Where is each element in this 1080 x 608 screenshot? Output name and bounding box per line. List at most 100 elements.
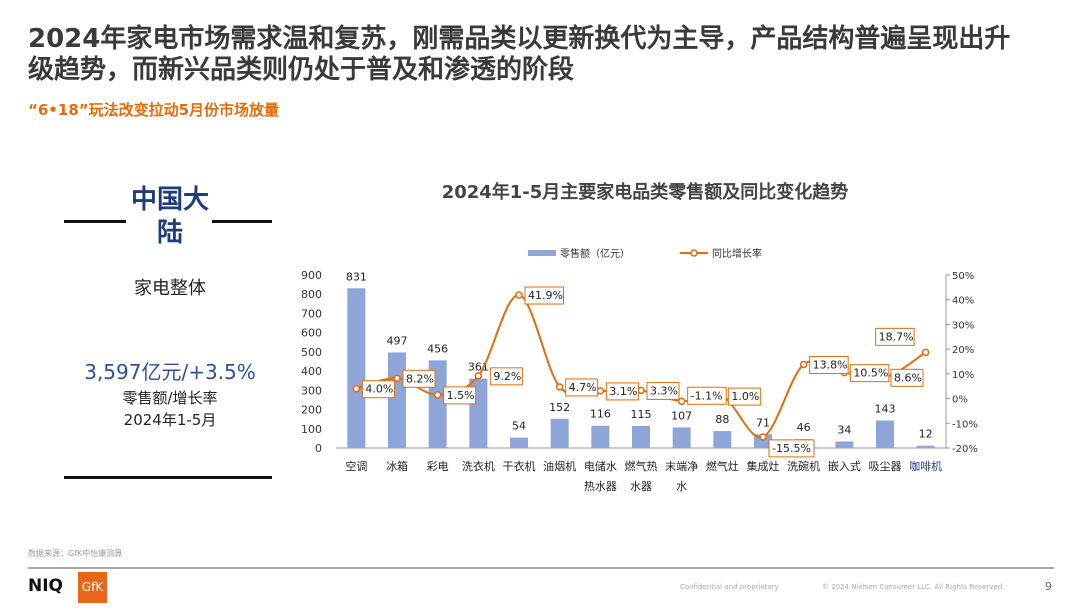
line-data-label-box bbox=[849, 364, 890, 383]
category-tick-label: 吸尘器 bbox=[869, 460, 902, 473]
line-data-label-box bbox=[768, 439, 815, 458]
line-data-label-box bbox=[565, 378, 599, 397]
bar bbox=[388, 352, 406, 448]
divider bbox=[64, 220, 126, 223]
category-tick-label: 咖啡机 bbox=[909, 459, 942, 473]
category-tick-label: 洗碗机 bbox=[787, 459, 820, 473]
line-data-label: 4.0% bbox=[365, 383, 393, 396]
bar bbox=[550, 418, 569, 448]
line-data-label: 1.5% bbox=[447, 389, 475, 402]
legend-bar-swatch bbox=[528, 250, 556, 256]
line-data-label-box bbox=[687, 386, 727, 405]
line-data-label: 18.7% bbox=[879, 330, 914, 343]
bar-data-label: 143 bbox=[875, 403, 896, 416]
bar bbox=[713, 431, 732, 448]
bar-data-label: 497 bbox=[387, 334, 408, 347]
legend-bar-label: 零售额（亿元） bbox=[560, 247, 630, 260]
category-tick-label: 空调 bbox=[345, 459, 367, 473]
category-tick-label: 嵌入式 bbox=[828, 460, 861, 473]
bar bbox=[591, 425, 610, 448]
category-tick-label: 油烟机 bbox=[543, 459, 576, 473]
category-tick-label: 水 bbox=[676, 480, 687, 493]
category-tick-label: 热水器 bbox=[584, 480, 617, 493]
y-right-tick-label: -10% bbox=[952, 419, 978, 430]
bar bbox=[347, 288, 366, 448]
gfk-logo: GfK bbox=[78, 572, 107, 603]
y-left-tick-label: 0 bbox=[315, 442, 322, 455]
bar bbox=[672, 427, 691, 448]
niq-logo: NIQ bbox=[28, 576, 64, 596]
bar bbox=[876, 420, 894, 448]
line-marker bbox=[352, 384, 361, 393]
line-data-label: 13.8% bbox=[813, 358, 848, 371]
legend-line-label: 同比增长率 bbox=[712, 247, 762, 260]
line-data-label: -15.5% bbox=[772, 442, 811, 455]
value-label: 零售额/增长率 bbox=[122, 389, 218, 407]
y-left-tick-label: 300 bbox=[301, 384, 322, 397]
line-data-label-box bbox=[646, 381, 680, 400]
bar-data-label: 88 bbox=[715, 413, 729, 426]
y-right-tick-label: -20% bbox=[952, 444, 978, 455]
y-left-tick-label: 900 bbox=[301, 269, 322, 282]
chart-title: 2024年1-5月主要家电品类零售额及同比变化趋势 bbox=[441, 182, 849, 203]
divider bbox=[64, 476, 272, 479]
category-tick-label: 冰箱 bbox=[386, 459, 408, 473]
bar-data-label: 456 bbox=[427, 342, 448, 355]
line-marker bbox=[515, 291, 523, 299]
bar bbox=[632, 425, 650, 448]
line-marker bbox=[759, 433, 767, 441]
category-tick-label: 干衣机 bbox=[503, 459, 536, 473]
line-marker bbox=[637, 386, 645, 395]
footer-divider bbox=[28, 567, 1054, 569]
line-marker bbox=[799, 360, 808, 369]
category-tick-label: 洗衣机 bbox=[462, 459, 495, 473]
category-label: 家电整体 bbox=[134, 278, 206, 299]
bar-data-label: 34 bbox=[837, 423, 851, 436]
line-marker bbox=[433, 391, 442, 399]
bar-data-label: 54 bbox=[512, 420, 526, 433]
line-marker bbox=[677, 397, 686, 406]
y-right-tick-label: 30% bbox=[952, 320, 974, 331]
y-left-tick-label: 500 bbox=[301, 346, 322, 359]
line-marker bbox=[921, 348, 930, 357]
line-data-label: 41.9% bbox=[528, 289, 563, 302]
y-left-tick-label: 600 bbox=[301, 327, 322, 340]
line-data-label-box bbox=[524, 286, 564, 305]
line-data-label: 9.2% bbox=[493, 370, 521, 383]
y-left-tick-label: 100 bbox=[301, 423, 322, 436]
line-data-label: 8.2% bbox=[406, 372, 434, 385]
line-data-label: 1.0% bbox=[731, 390, 759, 403]
line-data-label: -1.1% bbox=[691, 389, 723, 402]
bar-data-label: 46 bbox=[797, 421, 811, 434]
line-marker bbox=[555, 383, 564, 391]
bar-data-label: 115 bbox=[631, 408, 652, 421]
page-subtitle: “6•18”玩法改变拉动5月份市场放量 bbox=[28, 101, 280, 119]
y-left-tick-label: 700 bbox=[301, 307, 322, 320]
confidential-note: Confidential and proprietary bbox=[680, 583, 779, 591]
bar bbox=[916, 445, 935, 448]
category-tick-label: 燃气灶 bbox=[706, 459, 739, 473]
category-tick-label: 集成灶 bbox=[747, 459, 780, 473]
bar-data-label: 71 bbox=[756, 416, 770, 429]
line-data-label-box bbox=[402, 369, 436, 388]
category-tick-label: 彩电 bbox=[427, 460, 449, 473]
line-data-label-box bbox=[890, 368, 924, 387]
category-tick-label: 末端净 bbox=[665, 459, 698, 473]
y-right-tick-label: 20% bbox=[952, 345, 974, 356]
y-right-tick-label: 10% bbox=[952, 370, 974, 381]
line-marker bbox=[474, 372, 483, 380]
line-data-label: 10.5% bbox=[853, 367, 888, 380]
line-data-label-box bbox=[875, 327, 915, 346]
bar-data-label: 152 bbox=[549, 401, 570, 414]
bar-data-label: 116 bbox=[590, 408, 611, 421]
y-left-tick-label: 800 bbox=[301, 288, 322, 301]
source-note: 数据来源：GfK中怡康测算 bbox=[28, 549, 123, 558]
line-data-label-box bbox=[809, 355, 849, 374]
region-label: 中国大陆 bbox=[130, 185, 209, 248]
chart: 零售额（亿元） 同比增长率 0 100 200 300 400 500 600 700 800 900… bbox=[301, 247, 978, 493]
line-marker bbox=[596, 387, 605, 395]
category-tick-label: 电储水 bbox=[584, 459, 617, 473]
category-tick-label: 水器 bbox=[630, 480, 652, 493]
line-data-label-box bbox=[727, 387, 761, 406]
category-tick-label: 燃气热 bbox=[625, 459, 658, 473]
